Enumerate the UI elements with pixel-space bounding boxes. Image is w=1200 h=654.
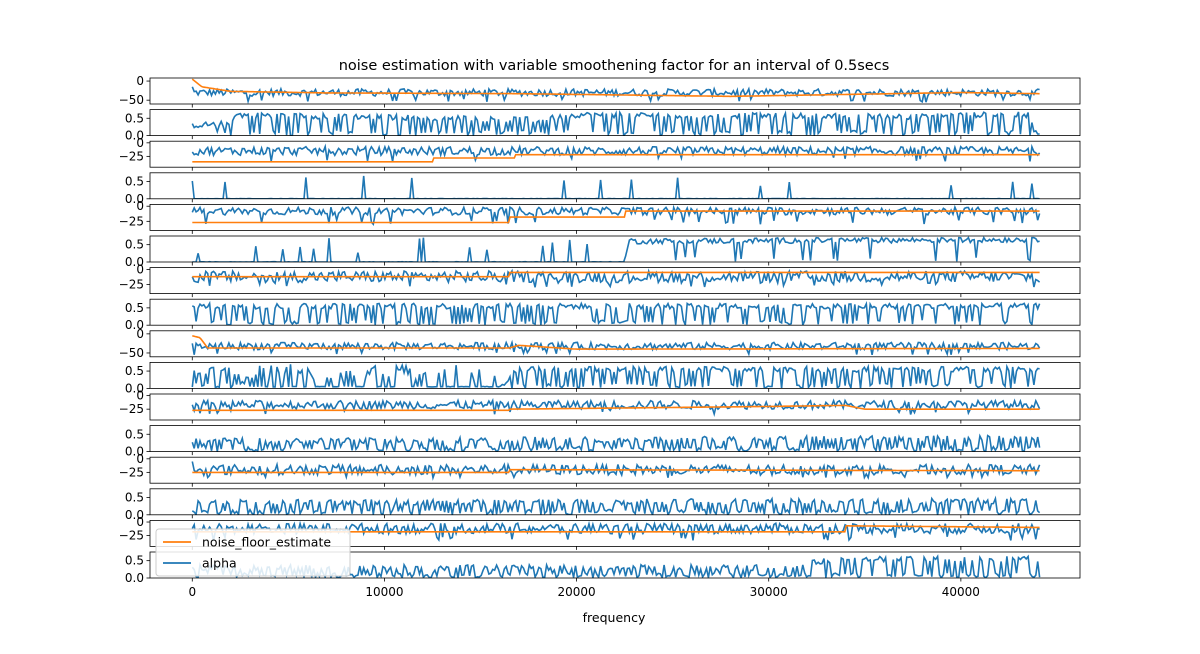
- alpha-line: [191, 495, 1041, 515]
- subplot-frame: [149, 267, 1081, 295]
- subplot-frame: [149, 330, 1081, 358]
- y-tick-label: 0.0: [125, 508, 144, 522]
- subplot-11: 0−25: [119, 389, 1081, 424]
- y-tick-label: 0: [136, 262, 144, 276]
- y-tick-label: 0: [136, 136, 144, 150]
- subplot-frame: [149, 393, 1081, 421]
- subplot-10: 0.50.0: [125, 361, 1081, 395]
- legend-label: noise_floor_estimate: [202, 535, 331, 550]
- y-tick-label: 0.0: [125, 381, 144, 395]
- subplot-6: 0.50.0: [125, 235, 1081, 269]
- subplot-stack: 0−500.50.00−250.50.00−250.50.00−250.50.0…: [119, 74, 1081, 585]
- subplot-frame: [149, 235, 1081, 263]
- subplot-2: 0.50.0: [125, 109, 1081, 143]
- subplot-7: 0−25: [119, 262, 1081, 298]
- signal-line: [191, 339, 1041, 357]
- alpha-line: [191, 300, 1041, 326]
- noise-floor-estimate-line: [192, 153, 1040, 163]
- subplot-4: 0.50.0: [125, 172, 1081, 206]
- y-tick-label: 0: [136, 199, 144, 213]
- y-tick-label: 0: [136, 452, 144, 466]
- x-tick-label: 0: [188, 585, 196, 599]
- y-tick-label: 0.0: [125, 571, 144, 585]
- subplot-8: 0.50.0: [125, 298, 1081, 332]
- y-tick-label: −25: [119, 402, 144, 416]
- x-axis-label: frequency: [583, 610, 646, 625]
- noise-floor-estimate-line: [191, 78, 1040, 98]
- subplot-14: 0.50.0: [125, 488, 1081, 522]
- x-tick-label: 10000: [365, 585, 403, 599]
- subplot-9: 0−50: [119, 327, 1081, 361]
- y-tick-label: 0.5: [125, 301, 144, 315]
- noise-floor-estimate-line: [192, 271, 1040, 278]
- x-tick-label: 30000: [750, 585, 788, 599]
- x-tick-label: 20000: [557, 585, 595, 599]
- legend-box: [155, 528, 351, 577]
- subplot-frame: [149, 172, 1081, 200]
- y-tick-label: −25: [119, 149, 144, 163]
- subplot-frame: [149, 109, 1081, 136]
- subplot-frame: [149, 203, 1081, 231]
- subplot-frame: [149, 361, 1081, 389]
- y-tick-label: 0.0: [125, 129, 144, 143]
- y-tick-label: 0.0: [125, 318, 144, 332]
- y-tick-label: −50: [119, 346, 144, 360]
- x-axis: 0 10000 20000 30000 40000: [188, 585, 980, 599]
- y-tick-label: −25: [119, 214, 144, 228]
- y-tick-label: −25: [119, 278, 144, 292]
- y-tick-label: 0.0: [125, 445, 144, 459]
- y-tick-label: 0.0: [125, 255, 144, 269]
- noise-floor-estimate-line: [192, 404, 1040, 412]
- subplot-15: 0−25: [119, 515, 1081, 550]
- subplot-5: 0−25: [119, 199, 1081, 234]
- alpha-line: [191, 109, 1040, 136]
- noise-floor-estimate-line: [192, 468, 1040, 474]
- subplot-frame: [149, 425, 1081, 453]
- signal-line: [191, 143, 1041, 163]
- signal-line: [191, 268, 1041, 289]
- subplot-frame: [149, 488, 1081, 516]
- subplot-frame: [149, 551, 1081, 579]
- noise-floor-estimate-line: [192, 335, 1040, 351]
- y-tick-label: 0.5: [125, 427, 144, 441]
- subplot-12: 0.50.0: [125, 425, 1081, 459]
- signal-line: [191, 204, 1041, 226]
- y-tick-label: 0.5: [125, 554, 144, 568]
- signal-line: [191, 461, 1041, 481]
- y-tick-label: 0.5: [125, 238, 144, 252]
- subplot-3: 0−25: [119, 136, 1081, 171]
- y-tick-label: 0.5: [125, 490, 144, 504]
- subplot-frame: [149, 140, 1081, 168]
- chart-title: noise estimation with variable smootheni…: [339, 58, 890, 74]
- subplot-frame: [149, 456, 1081, 484]
- y-tick-label: 0.5: [125, 111, 144, 125]
- y-tick-label: 0.5: [125, 174, 144, 188]
- y-tick-label: −25: [119, 465, 144, 479]
- x-tick-label: 40000: [942, 585, 980, 599]
- alpha-line: [191, 362, 1040, 389]
- subplot-frame: [149, 298, 1081, 326]
- y-tick-label: 0: [136, 515, 144, 529]
- y-tick-label: 0: [136, 389, 144, 403]
- alpha-line: [191, 175, 1040, 199]
- legend-label: alpha: [202, 556, 237, 571]
- subplot-frame: [149, 520, 1081, 547]
- y-tick-label: −25: [119, 529, 144, 543]
- y-tick-label: 0.0: [125, 192, 144, 206]
- subplot-1: 0−50: [119, 74, 1081, 108]
- noise-floor-estimate-line: [192, 210, 1040, 224]
- subplot-frame: [149, 77, 1081, 105]
- subplot-13: 0−25: [119, 452, 1081, 487]
- y-tick-label: −50: [119, 93, 144, 107]
- alpha-line: [192, 236, 1040, 262]
- y-tick-label: 0: [136, 74, 144, 88]
- y-tick-label: 0: [136, 327, 144, 341]
- alpha-line: [191, 433, 1041, 452]
- y-tick-label: 0.5: [125, 364, 144, 378]
